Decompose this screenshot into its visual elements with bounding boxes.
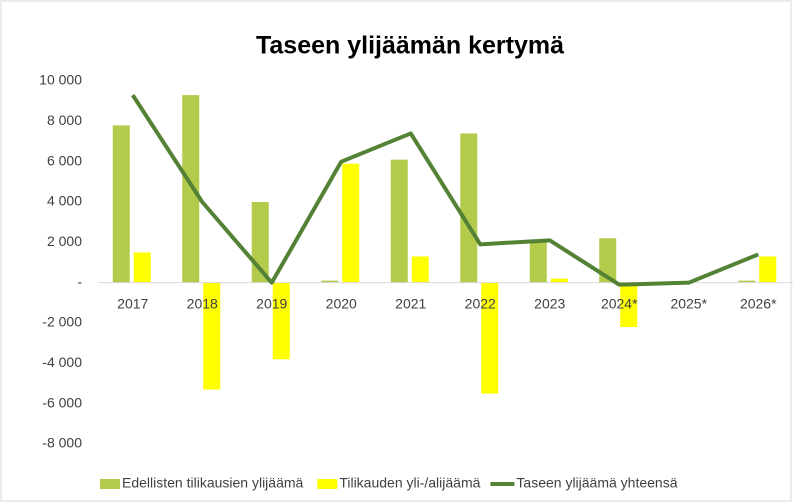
x-tick-label: 2020 <box>326 295 357 311</box>
y-tick-label: 4 000 <box>47 193 82 209</box>
bar <box>272 282 290 360</box>
bar <box>203 282 221 390</box>
bar <box>342 163 360 283</box>
legend-label: Taseen ylijäämä yhteensä <box>516 475 677 491</box>
bar <box>481 282 499 394</box>
bar <box>390 159 408 283</box>
x-tick-label: 2022 <box>465 295 496 311</box>
bar <box>620 282 638 328</box>
bar <box>599 238 617 283</box>
bar <box>738 280 756 283</box>
y-tick-label: 8 000 <box>47 112 82 128</box>
bar <box>529 240 547 283</box>
bar <box>460 133 478 283</box>
legend-label: Tilikauden yli-/alijäämä <box>339 475 480 491</box>
bar <box>411 256 429 283</box>
legend-swatch <box>317 479 338 489</box>
legend-label: Edellisten tilikausien ylijäämä <box>122 475 304 491</box>
x-tick-label: 2018 <box>187 295 218 311</box>
x-tick-label: 2026* <box>740 295 777 311</box>
x-tick-label: 2021 <box>395 295 426 311</box>
y-tick-label: 2 000 <box>47 233 82 249</box>
legend-swatch <box>100 479 120 489</box>
y-tick-label: -2 000 <box>42 314 82 330</box>
x-tick-label: 2017 <box>117 295 148 311</box>
bar <box>182 95 200 283</box>
y-tick-label: - <box>77 273 82 289</box>
bar <box>759 256 777 283</box>
x-tick-label: 2025* <box>670 295 707 311</box>
bar <box>550 278 568 283</box>
y-tick-label: -8 000 <box>42 435 82 451</box>
bar <box>133 252 151 283</box>
y-tick-label: 6 000 <box>47 152 82 168</box>
x-tick-label: 2024* <box>601 295 638 311</box>
line <box>131 94 760 287</box>
y-tick-label: -6 000 <box>42 394 82 410</box>
chart-title: Taseen ylijäämän kertymä <box>256 32 564 60</box>
bar <box>112 125 130 283</box>
y-tick-label: 10 000 <box>39 72 82 88</box>
y-tick-label: -4 000 <box>42 354 82 370</box>
bar <box>321 280 339 283</box>
x-tick-label: 2023 <box>534 295 565 311</box>
x-tick-label: 2019 <box>256 295 287 311</box>
